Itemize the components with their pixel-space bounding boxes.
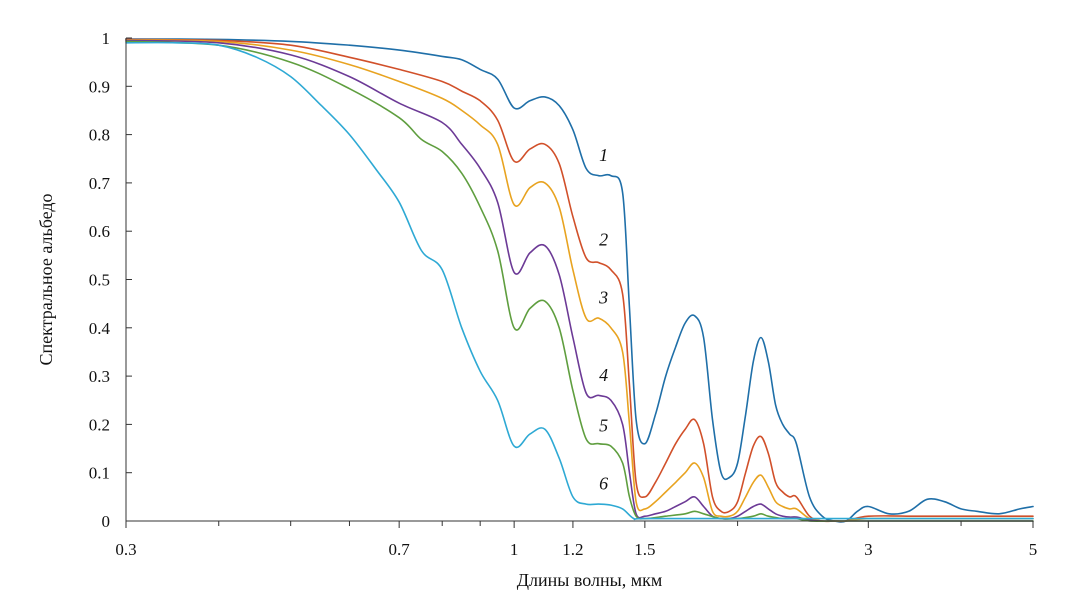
x-tick-label: 0.3 — [115, 540, 136, 559]
curve-label-1: 1 — [599, 145, 608, 165]
y-tick-label: 0.6 — [89, 222, 110, 241]
y-axis-title: Спектральное альбедо — [36, 193, 56, 365]
x-tick-label: 5 — [1029, 540, 1038, 559]
y-tick-label: 0.1 — [89, 464, 110, 483]
y-tick-label: 0.9 — [89, 77, 110, 96]
curve-labels: 1 2 3 4 5 6 — [598, 145, 608, 493]
x-tick-label: 1.2 — [562, 540, 583, 559]
y-tick-label: 0.2 — [89, 415, 110, 434]
x-axis-ticks: 0.3 0.7 1 1.2 1.5 3 5 — [115, 521, 1037, 559]
curve-label-3: 3 — [598, 288, 608, 308]
y-tick-label: 0.7 — [89, 174, 111, 193]
x-axis-title: Длины волны, мкм — [517, 570, 663, 590]
series-line-2 — [125, 38, 1034, 523]
y-axis-ticks: 0 0.1 0.2 0.3 0.4 0.5 0.6 0.7 0.8 0.9 1 — [89, 29, 132, 531]
x-tick-label: 1.5 — [634, 540, 655, 559]
y-tick-label: 0.5 — [89, 271, 110, 290]
y-tick-label: 0.8 — [89, 126, 110, 145]
series-line-4 — [125, 39, 1034, 522]
series-line-6 — [125, 41, 1034, 521]
series-line-5 — [125, 40, 1034, 522]
curve-label-4: 4 — [599, 365, 608, 385]
y-tick-label: 1 — [102, 29, 111, 48]
x-tick-label: 1 — [510, 540, 519, 559]
curve-label-5: 5 — [599, 416, 608, 436]
series-line-3 — [125, 39, 1034, 522]
x-tick-label: 0.7 — [389, 540, 411, 559]
y-tick-label: 0.3 — [89, 367, 110, 386]
curve-label-2: 2 — [599, 230, 608, 250]
curve-label-6: 6 — [599, 474, 608, 494]
y-tick-label: 0.4 — [89, 319, 111, 338]
series-line-1 — [125, 38, 1034, 523]
x-tick-label: 3 — [864, 540, 873, 559]
series-layer — [125, 38, 1034, 523]
y-tick-label: 0 — [102, 512, 111, 531]
